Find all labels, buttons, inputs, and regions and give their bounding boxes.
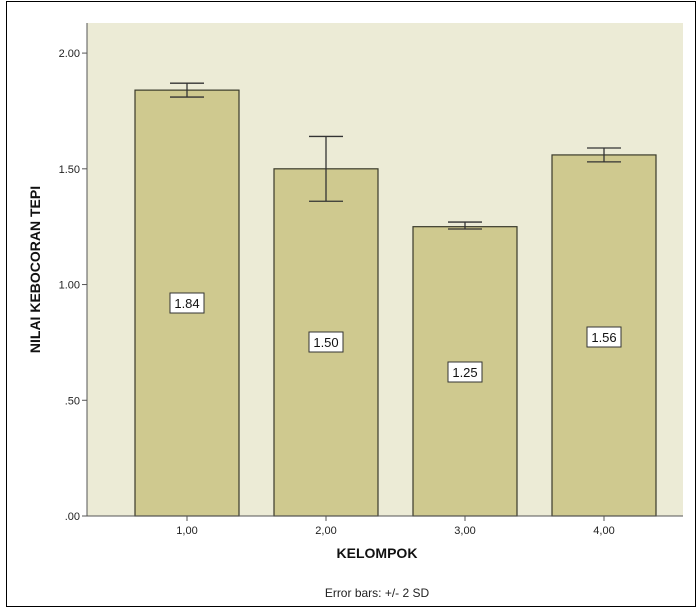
error-bar [587,147,621,163]
error-bars-footnote: Error bars: +/- 2 SD [325,586,430,600]
chart-marks: 1.84 1.50 1.25 1.56 [134,82,657,517]
y-tick-label: 1.00 [59,280,80,292]
x-tick-label: 3,00 [454,525,475,537]
y-tick-label: 2.00 [59,48,80,60]
y-tick-label: .50 [65,395,80,407]
svg-text:1.56: 1.56 [591,330,616,345]
x-tick-label: 2,00 [315,525,336,537]
data-label: 1.50 [308,331,344,353]
svg-text:1.84: 1.84 [174,296,199,311]
y-tick-label: 1.50 [59,164,80,176]
x-axis-title: KELOMPOK [337,545,418,561]
error-bar [448,221,482,230]
data-label: 1.84 [169,292,205,314]
chart-axes: .00 .50 1.00 1.50 2.00 1,00 2,00 3,00 4,00 [59,23,683,537]
svg-text:1.25: 1.25 [452,365,477,380]
svg-text:1.50: 1.50 [313,335,338,350]
x-tick-label: 1,00 [176,525,197,537]
data-label: 1.56 [586,326,622,348]
data-label: 1.25 [447,361,483,383]
y-axis-title: NILAI KEBOCORAN TEPI [27,186,43,353]
x-tick-label: 4,00 [593,525,614,537]
y-tick-label: .00 [65,511,80,523]
error-bar [309,135,343,202]
error-bar [170,82,204,98]
